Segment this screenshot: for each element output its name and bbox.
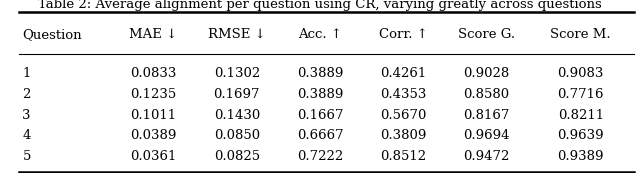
Text: 1: 1 xyxy=(22,67,31,80)
Text: 0.8211: 0.8211 xyxy=(557,108,604,122)
Text: 0.1667: 0.1667 xyxy=(297,108,343,122)
Text: Table 2: Average alignment per question using CR, varying greatly across questio: Table 2: Average alignment per question … xyxy=(38,0,602,11)
Text: 0.3889: 0.3889 xyxy=(297,88,343,101)
Text: 0.8512: 0.8512 xyxy=(380,150,426,163)
Text: 0.3809: 0.3809 xyxy=(380,129,426,142)
Text: 0.9472: 0.9472 xyxy=(463,150,509,163)
Text: 0.1011: 0.1011 xyxy=(131,108,177,122)
Text: 0.7222: 0.7222 xyxy=(297,150,343,163)
Text: 0.5670: 0.5670 xyxy=(380,108,426,122)
Text: 0.1302: 0.1302 xyxy=(214,67,260,80)
Text: 3: 3 xyxy=(22,108,31,122)
Text: 0.6667: 0.6667 xyxy=(297,129,343,142)
Text: Acc. ↑: Acc. ↑ xyxy=(298,28,342,41)
Text: 0.0361: 0.0361 xyxy=(131,150,177,163)
Text: 0.9389: 0.9389 xyxy=(557,150,604,163)
Text: 0.9639: 0.9639 xyxy=(557,129,604,142)
Text: RMSE ↓: RMSE ↓ xyxy=(208,28,266,41)
Text: 0.7716: 0.7716 xyxy=(557,88,604,101)
Text: 0.0389: 0.0389 xyxy=(131,129,177,142)
Text: 0.3889: 0.3889 xyxy=(297,67,343,80)
Text: 0.8167: 0.8167 xyxy=(463,108,509,122)
Text: 4: 4 xyxy=(22,129,31,142)
Text: 0.9694: 0.9694 xyxy=(463,129,509,142)
Text: 0.0833: 0.0833 xyxy=(131,67,177,80)
Text: 0.4261: 0.4261 xyxy=(380,67,426,80)
Text: MAE ↓: MAE ↓ xyxy=(129,28,178,41)
Text: 0.1697: 0.1697 xyxy=(214,88,260,101)
Text: Corr. ↑: Corr. ↑ xyxy=(379,28,428,41)
Text: 5: 5 xyxy=(22,150,31,163)
Text: 0.9083: 0.9083 xyxy=(557,67,604,80)
Text: 0.1235: 0.1235 xyxy=(131,88,177,101)
Text: 0.0825: 0.0825 xyxy=(214,150,260,163)
Text: Score M.: Score M. xyxy=(550,28,611,41)
Text: 0.8580: 0.8580 xyxy=(463,88,509,101)
Text: Score G.: Score G. xyxy=(458,28,515,41)
Text: Question: Question xyxy=(22,28,82,41)
Text: 0.4353: 0.4353 xyxy=(380,88,426,101)
Text: 2: 2 xyxy=(22,88,31,101)
Text: 0.1430: 0.1430 xyxy=(214,108,260,122)
Text: 0.0850: 0.0850 xyxy=(214,129,260,142)
Text: 0.9028: 0.9028 xyxy=(463,67,509,80)
